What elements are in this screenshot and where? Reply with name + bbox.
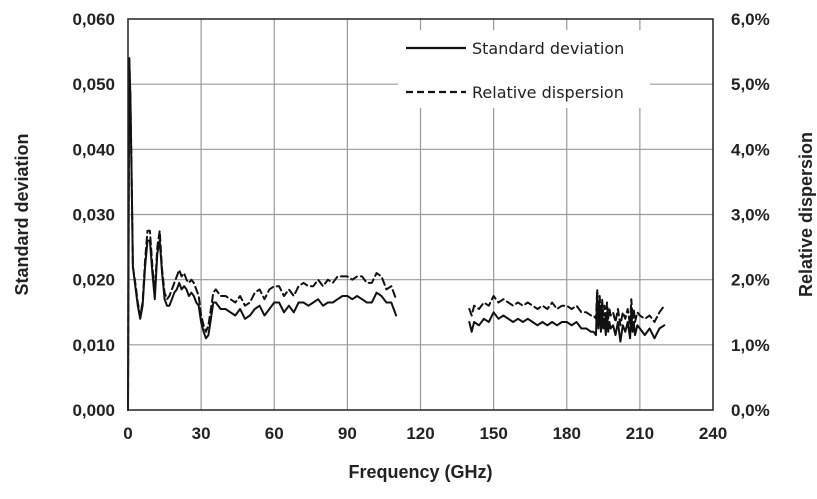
standard-deviation-line-segment-1	[127, 57, 398, 411]
series-layer	[127, 57, 666, 411]
x-tick-label: 30	[192, 424, 211, 443]
y2-tick-label: 5,0%	[731, 75, 770, 94]
relative-dispersion-line-segment-1	[127, 57, 398, 411]
x-axis-title: Frequency (GHz)	[348, 462, 492, 482]
y2-tick-labels: 0,0% 1,0% 2,0% 3,0% 4,0% 5,0% 6,0%	[731, 10, 770, 420]
y-tick-label: 0,020	[72, 271, 115, 290]
x-tick-label: 150	[479, 424, 507, 443]
x-tick-label: 60	[265, 424, 284, 443]
legend-label-relative-dispersion: Relative dispersion	[472, 83, 624, 102]
y2-tick-label: 6,0%	[731, 10, 770, 29]
x-tick-label: 180	[553, 424, 581, 443]
y-tick-label: 0,000	[72, 401, 115, 420]
legend-label-standard-deviation: Standard deviation	[472, 39, 624, 58]
y2-tick-label: 3,0%	[731, 206, 770, 225]
plot-frame	[127, 18, 714, 411]
x-tick-label: 120	[406, 424, 434, 443]
x-tick-label: 90	[338, 424, 357, 443]
y-axis-title: Standard deviation	[12, 133, 32, 295]
y-tick-labels: 0,000 0,010 0,020 0,030 0,040 0,050 0,060	[72, 10, 115, 420]
y2-tick-label: 4,0%	[731, 140, 770, 159]
y2-tick-label: 2,0%	[731, 271, 770, 290]
x-tick-labels: 0 30 60 90 120 150 180 210 240	[123, 424, 727, 443]
y-tick-label: 0,030	[72, 206, 115, 225]
y-tick-label: 0,050	[72, 75, 115, 94]
y2-axis-title: Relative dispersion	[796, 132, 816, 297]
y-tick-label: 0,060	[72, 10, 115, 29]
y-tick-label: 0,040	[72, 140, 115, 159]
y2-tick-label: 0,0%	[731, 401, 770, 420]
relative-dispersion-line-segment-2	[468, 288, 666, 327]
legend-background	[398, 30, 650, 108]
y-tick-label: 0,010	[72, 336, 115, 355]
y2-tick-label: 1,0%	[731, 336, 770, 355]
x-tick-label: 0	[123, 424, 132, 443]
legend: Standard deviation Relative dispersion	[398, 30, 650, 108]
x-tick-label: 210	[626, 424, 654, 443]
x-tick-label: 240	[699, 424, 727, 443]
